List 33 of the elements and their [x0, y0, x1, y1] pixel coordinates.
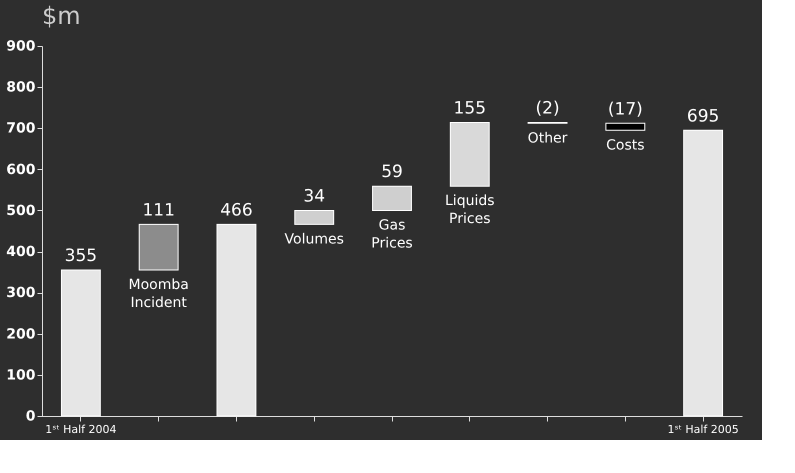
x-tick-label: Gas Prices [371, 217, 413, 252]
x-tick-label: 1ˢᵗ Half 2005 [667, 423, 739, 436]
x-tick-label: Costs [606, 137, 645, 154]
y-tick-label: 900 [6, 38, 36, 54]
y-tick-label: 200 [6, 326, 36, 342]
x-tick-label: 1ˢᵗ Half 2004 [45, 423, 117, 436]
x-tick-label: Liquids Prices [445, 193, 495, 228]
x-tick-label: Other [528, 130, 568, 146]
y-tick-label: 700 [6, 120, 36, 137]
data-label: (2) [536, 98, 560, 118]
y-tick-label: 800 [6, 80, 36, 96]
y-tick-label: 0 [26, 408, 36, 424]
x-tick-label: Moomba Incident [128, 277, 189, 312]
chart-title: $m [42, 2, 81, 30]
data-label: 155 [454, 98, 486, 118]
data-label: 355 [64, 246, 98, 266]
x-tick-label: Volumes [284, 231, 344, 248]
y-tick-label: 300 [6, 285, 36, 302]
bar [450, 122, 490, 187]
bar [372, 186, 412, 211]
data-label: 695 [686, 106, 720, 126]
data-label: 111 [142, 200, 175, 220]
y-tick-label: 500 [6, 202, 36, 219]
data-label: 34 [303, 186, 326, 206]
bar [294, 210, 334, 225]
bar [138, 224, 179, 271]
data-label: 466 [220, 200, 253, 220]
data-label: (17) [608, 99, 643, 120]
y-tick-label: 400 [6, 244, 36, 260]
y-tick-label: 600 [6, 162, 36, 178]
bar [605, 122, 646, 131]
y-tick-label: 100 [6, 367, 36, 384]
data-label: 59 [381, 162, 403, 182]
